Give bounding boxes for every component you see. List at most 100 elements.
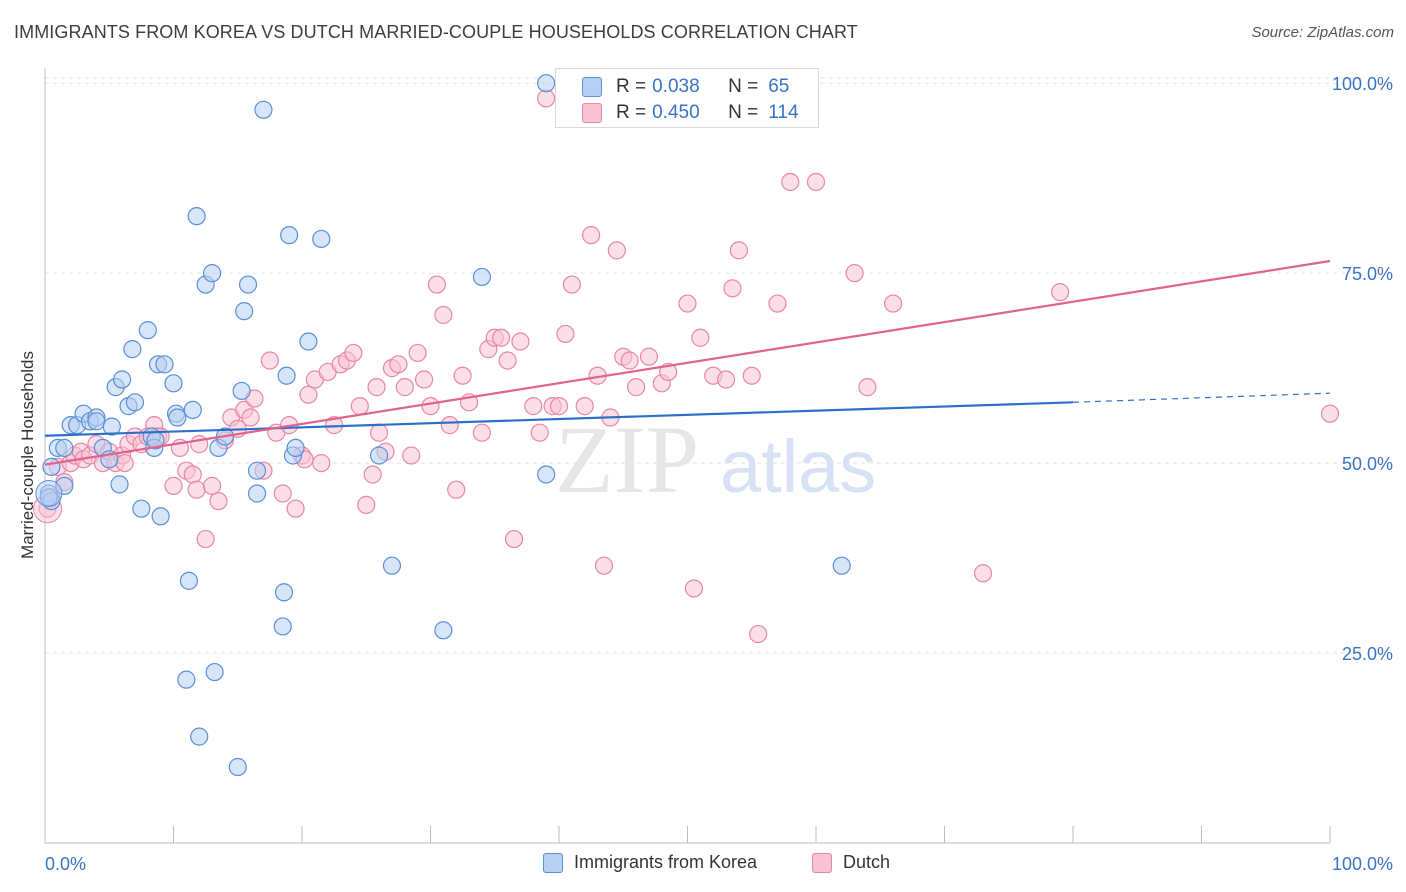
korea-point (472, 267, 491, 287)
dutch-point (115, 453, 134, 473)
legend-row-dutch: R = 0.450 N = 114 (582, 101, 799, 125)
dutch-point (183, 465, 202, 484)
dutch-point (639, 347, 659, 366)
dutch-points (33, 89, 1340, 644)
dutch-point (723, 279, 742, 298)
dutch-point (530, 423, 549, 442)
korea-point (202, 264, 222, 283)
dutch-point (472, 423, 491, 442)
korea-point (537, 74, 556, 93)
korea-point-cluster (35, 479, 63, 507)
legend-dutch-label: Dutch (843, 852, 891, 872)
y-tick-label: 50.0% (1342, 454, 1393, 474)
korea-point (183, 400, 202, 420)
dutch-point (626, 378, 646, 397)
dutch-point (164, 476, 183, 495)
dutch-point (421, 397, 440, 416)
korea-point (42, 457, 61, 476)
korea-point (247, 484, 267, 503)
series-legend: Immigrants from Korea Dutch (0, 852, 1406, 876)
dutch-point (389, 355, 408, 374)
dutch-n-label: N = (728, 102, 759, 123)
dutch-point (556, 324, 575, 344)
dutch-point (408, 343, 427, 363)
dutch-point (858, 378, 877, 397)
dutch-point (395, 378, 414, 397)
dutch-point (607, 241, 626, 260)
axes (44, 68, 1331, 844)
dutch-point (1051, 283, 1070, 302)
korea-point (247, 461, 267, 480)
dutch-point (504, 529, 524, 549)
korea-n-value: 65 (768, 76, 790, 97)
korea-point (164, 374, 183, 393)
korea-point (138, 321, 157, 340)
dutch-point (241, 408, 260, 427)
dutch-point (883, 294, 903, 313)
korea-point (382, 556, 402, 575)
korea-swatch (582, 77, 602, 97)
korea-point (254, 100, 273, 119)
dutch-point (620, 351, 639, 370)
dutch-point (575, 397, 594, 416)
korea-point (179, 571, 199, 590)
dutch-point (781, 172, 800, 192)
y-axis-label: Married-couple Households (18, 351, 37, 559)
dutch-point (209, 491, 228, 511)
korea-r-label: R = (616, 76, 647, 97)
dutch-point (299, 385, 318, 404)
korea-trend-extension (1072, 392, 1331, 403)
dutch-point (196, 529, 215, 549)
korea-point (55, 438, 74, 458)
dutch-point (1320, 404, 1340, 423)
dutch-point (845, 264, 864, 283)
korea-point (312, 229, 331, 249)
grid-lines (45, 77, 1365, 654)
dutch-point (344, 343, 363, 363)
korea-n-label: N = (728, 76, 759, 97)
dutch-point (549, 397, 569, 416)
dutch-point (562, 275, 581, 294)
legend-korea-swatch (543, 852, 563, 873)
dutch-point (537, 89, 556, 108)
korea-point (205, 662, 224, 682)
korea-point (434, 621, 453, 640)
dutch-trend-line (44, 259, 1331, 466)
dutch-point (427, 275, 447, 294)
dutch-point (659, 362, 678, 382)
korea-point (274, 583, 294, 602)
dutch-point (312, 453, 331, 473)
korea-trend-line (44, 401, 1074, 437)
watermark-atlas: atlas (720, 425, 876, 508)
x-tick-label: 100.0% (1332, 854, 1393, 874)
dutch-point (511, 332, 530, 351)
korea-point (190, 727, 209, 746)
korea-r-value: 0.038 (652, 76, 700, 97)
legend-dutch-swatch (812, 852, 832, 873)
dutch-r-label: R = (616, 102, 647, 123)
korea-point (123, 340, 142, 359)
korea-points (35, 74, 851, 777)
korea-point (370, 446, 389, 465)
korea-point (87, 412, 106, 431)
dutch-r-value: 0.450 (652, 102, 700, 123)
y-tick-label: 75.0% (1342, 264, 1393, 284)
korea-point (168, 408, 187, 427)
y-tick-label: 25.0% (1342, 644, 1393, 664)
korea-point (235, 302, 254, 321)
korea-point (286, 438, 305, 458)
dutch-point (402, 446, 421, 465)
dutch-point (806, 172, 826, 192)
korea-point (132, 499, 151, 518)
dutch-point (973, 564, 993, 583)
dutch-point (594, 556, 614, 575)
dutch-point (367, 378, 386, 397)
dutch-point (498, 351, 517, 370)
dutch-point (350, 397, 369, 416)
chart-title: IMMIGRANTS FROM KOREA VS DUTCH MARRIED-C… (14, 22, 858, 42)
dutch-point (273, 484, 292, 503)
source-label: Source: ZipAtlas.com (1251, 24, 1394, 41)
korea-point (277, 366, 296, 385)
dutch-point (447, 480, 466, 499)
